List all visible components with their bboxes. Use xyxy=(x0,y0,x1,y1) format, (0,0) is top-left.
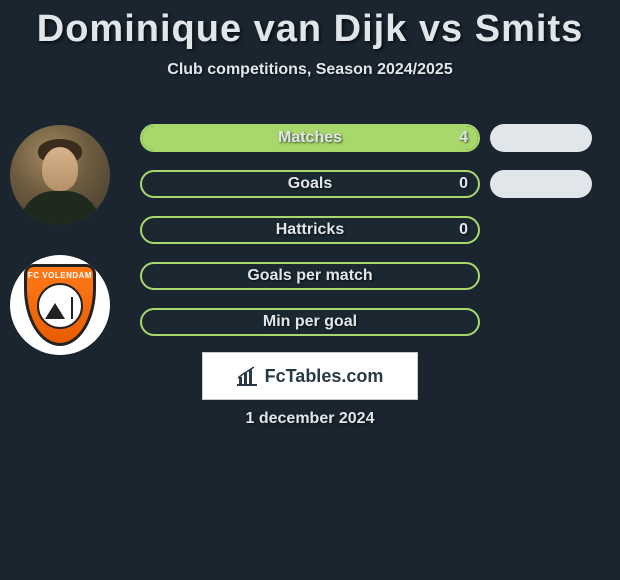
stat-rows: Matches 4 Goals 0 Hattricks 0 Goals per match M… xyxy=(140,124,480,336)
stat-label: Matches xyxy=(278,129,342,147)
stat-value-left: 0 xyxy=(459,221,468,239)
stat-row: Matches 4 xyxy=(140,124,480,152)
stat-row: Min per goal xyxy=(140,308,480,336)
right-pill xyxy=(490,124,592,152)
club-shield-text: FC VOLENDAM xyxy=(28,271,92,280)
brand-box[interactable]: FcTables.com xyxy=(202,352,418,400)
brand-text: FcTables.com xyxy=(265,366,384,387)
stat-value-left: 0 xyxy=(459,175,468,193)
club-shield-inner xyxy=(37,283,83,329)
right-pills xyxy=(490,124,610,336)
footer-date: 1 december 2024 xyxy=(0,410,620,428)
stat-row: Hattricks 0 xyxy=(140,216,480,244)
chart-icon xyxy=(237,366,259,386)
stat-label: Goals per match xyxy=(247,267,372,285)
player1-club-badge: FC VOLENDAM xyxy=(10,255,110,355)
left-avatars: FC VOLENDAM xyxy=(10,125,110,355)
stat-label: Min per goal xyxy=(263,313,357,331)
stat-value-left: 4 xyxy=(459,129,468,147)
page-subtitle: Club competitions, Season 2024/2025 xyxy=(0,61,620,79)
stat-label: Hattricks xyxy=(276,221,344,239)
stat-row: Goals 0 xyxy=(140,170,480,198)
stat-row: Goals per match xyxy=(140,262,480,290)
club-shield: FC VOLENDAM xyxy=(24,264,96,346)
stat-label: Goals xyxy=(288,175,332,193)
player1-avatar xyxy=(10,125,110,225)
page-title: Dominique van Dijk vs Smits xyxy=(0,0,620,51)
right-pill xyxy=(490,170,592,198)
